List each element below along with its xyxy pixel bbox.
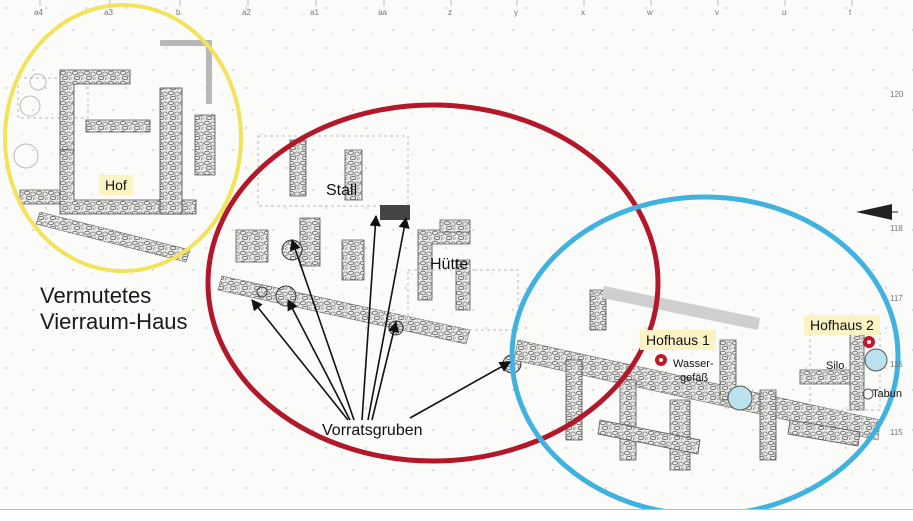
grid-label-top: w (647, 8, 653, 17)
label-wasser-line1: Wasser- (673, 358, 714, 370)
grid-label-top: a4 (34, 8, 43, 17)
label-hofhaus-2: Hofhaus 2 (804, 315, 880, 335)
grid-label-top: y (514, 8, 518, 17)
grid-label-top: x (581, 8, 585, 17)
label-silo: Silo (826, 360, 844, 372)
label-vierraum-line2: Vierraum-Haus (40, 309, 188, 335)
grid-label-top: a1 (310, 8, 319, 17)
bottom-divider (0, 509, 913, 521)
label-vierraum-line1: Vermutetes (40, 283, 151, 309)
label-hof: Hof (99, 175, 133, 195)
grid-label-right: 120 (890, 90, 903, 99)
grid-label-top: t (849, 8, 851, 17)
grid-label-right: 117 (890, 294, 903, 303)
label-stall: Stall (326, 182, 357, 200)
label-vorratsgruben: Vorratsgruben (322, 422, 423, 440)
label-tabun: Tabun (872, 388, 902, 400)
label-wasser-line2: gefäß (680, 372, 708, 384)
grid-label-top: v (715, 8, 719, 17)
grid-label-top: a2 (242, 8, 251, 17)
grid-label-right: 115 (890, 428, 903, 437)
label-hofhaus-1: Hofhaus 1 (640, 330, 716, 350)
grid-label-top: b (176, 8, 180, 17)
grid-label-right: 118 (890, 224, 903, 233)
grid-label-top: u (782, 8, 786, 17)
grid-label-top: z (448, 8, 452, 17)
label-huette: Hütte (430, 256, 468, 274)
grid-label-right: 116 (890, 360, 903, 369)
grid-label-top: a3 (104, 8, 113, 17)
grid-label-top: aa (378, 8, 387, 17)
